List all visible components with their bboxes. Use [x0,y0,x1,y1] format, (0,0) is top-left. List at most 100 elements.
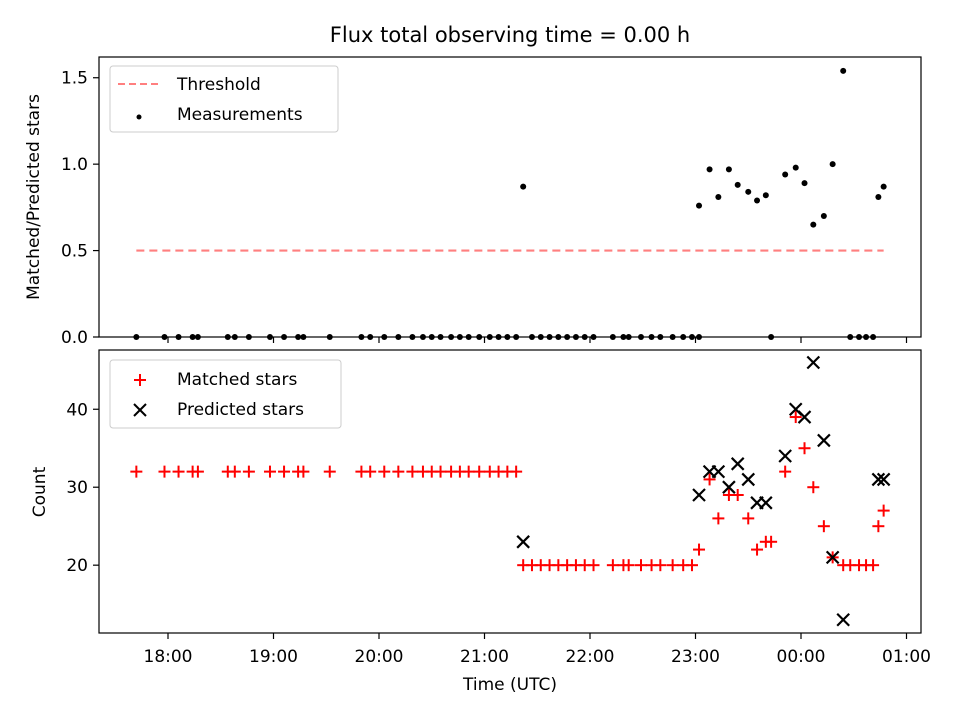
predicted-star-point [871,472,886,487]
top-panel: 0.0 0.5 1.0 1.5 Matched/Predicted stars Thr… [24,56,922,348]
predicted-star-point [797,410,812,424]
top-ytick-label: 1.5 [61,69,88,89]
matched-star-point [172,465,185,478]
matched-star-point [462,465,475,478]
predicted-star-point [825,550,840,565]
bottom-panel: 20 30 40 18:00 19:00 20:00 21:00 22:00 23:00 00:… [30,349,931,695]
predicted-star-point [711,464,726,479]
bottom-y-ticks: 20 30 40 [66,400,99,576]
predicted-star-point [759,496,773,510]
predicted-star-point [516,535,530,549]
measurement-point [745,188,752,195]
matched-star-point [654,559,667,572]
matched-star-point [434,465,447,478]
top-ytick-label: 0.0 [61,328,88,348]
matched-star-point [242,465,255,478]
legend-matched-swatch [134,374,146,386]
chart-title: Flux total observing time = 0.00 h [330,23,690,47]
legend-predicted-swatch [133,403,147,417]
matched-star-point [742,512,755,525]
matched-star-point [798,442,811,455]
matched-star-point [158,465,171,478]
legend-predicted-label: Predicted stars [177,400,304,420]
measurement-point [810,221,817,228]
matched-star-point [364,465,377,478]
top-x-ticks [167,337,908,343]
predicted-star-point [876,472,891,487]
measurement-point [520,183,527,190]
predicted-star-point [730,457,745,471]
legend-measurements-swatch [136,114,142,120]
matched-star-point [606,559,619,572]
matched-star-point [278,465,291,478]
matched-star-point [130,465,143,478]
measurement-point [880,183,887,190]
top-plot-frame [98,56,922,338]
matched-star-point [703,473,716,486]
matched-star-point [406,465,419,478]
matched-star-point [378,465,391,478]
matched-star-point [867,559,880,572]
matched-star-point [685,559,698,572]
bottom-xtick-label: 01:00 [882,647,931,667]
matched-star-point [751,543,764,556]
matched-star-point [872,520,885,533]
top-legend-box [109,65,339,133]
matched-star-point [779,465,792,478]
matched-star-point [228,465,241,478]
predicted-star-point [778,449,792,463]
bottom-ytick-label: 40 [66,400,88,420]
matched-star-point [807,481,820,494]
top-y-axis-label: Matched/Predicted stars [24,94,44,300]
bottom-series-layer [130,355,891,627]
matched-star-point [817,520,830,533]
measurement-point [829,161,836,168]
top-legend: Threshold Measurements [109,65,339,133]
measurement-point [706,166,713,173]
bottom-plot-frame [98,349,922,634]
matched-star-point [666,559,679,572]
measurement-point [820,213,827,220]
matched-star-point [731,489,744,502]
matched-star-point [634,559,647,572]
measurement-point [792,164,799,171]
matched-star-point [587,559,600,572]
matched-star-point [392,465,405,478]
bottom-xtick-label: 20:00 [355,647,404,667]
bottom-x-ticks: 18:00 19:00 20:00 21:00 22:00 23:00 00:00 01:00 [144,633,931,667]
predicted-star-point [836,612,850,627]
predicted-star-point [806,355,821,370]
bottom-xtick-label: 00:00 [777,647,826,667]
predicted-star-point [741,472,756,487]
top-ytick-label: 1.0 [61,155,88,175]
bottom-ytick-label: 30 [66,478,88,498]
bottom-xtick-label: 18:00 [144,647,193,667]
measurement-point [762,192,769,199]
bottom-xtick-label: 22:00 [566,647,615,667]
bottom-y-axis-label: Count [30,466,50,517]
measurement-point [840,67,847,74]
matched-star-point [297,465,310,478]
predicted-star-point [817,433,831,448]
predicted-star-point [692,488,706,502]
matched-star-point [263,465,276,478]
measurement-point [696,202,703,209]
bottom-legend: Matched stars Predicted stars [109,359,342,429]
predicted-star-point [722,480,736,494]
top-y-ticks: 0.0 0.5 1.0 1.5 [61,69,99,348]
legend-matched-label: Matched stars [177,370,297,390]
matched-star-point [622,559,635,572]
bottom-ytick-label: 20 [66,556,88,576]
x-axis-label: Time (UTC) [462,675,557,695]
matched-star-point [473,465,486,478]
bottom-xtick-label: 23:00 [671,647,720,667]
measurement-point [754,197,761,204]
legend-threshold-label: Threshold [176,75,261,95]
measurement-point [734,181,741,188]
measurement-point [801,180,808,187]
matched-star-point [693,543,706,556]
measurement-point [782,171,789,178]
matched-star-point [789,411,802,424]
measurement-point [715,194,722,200]
bottom-xtick-label: 21:00 [460,647,509,667]
